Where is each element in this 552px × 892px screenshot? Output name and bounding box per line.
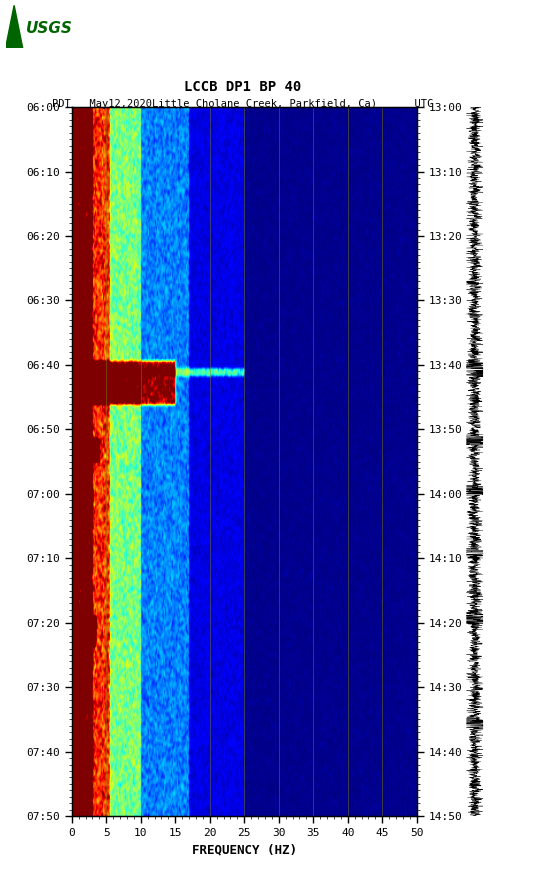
Polygon shape xyxy=(6,5,23,48)
Text: PDT   May12,2020Little Cholane Creek, Parkfield, Ca)      UTC: PDT May12,2020Little Cholane Creek, Park… xyxy=(52,99,433,109)
X-axis label: FREQUENCY (HZ): FREQUENCY (HZ) xyxy=(192,844,297,856)
Text: LCCB DP1 BP 40: LCCB DP1 BP 40 xyxy=(184,79,301,94)
Text: USGS: USGS xyxy=(25,21,72,37)
